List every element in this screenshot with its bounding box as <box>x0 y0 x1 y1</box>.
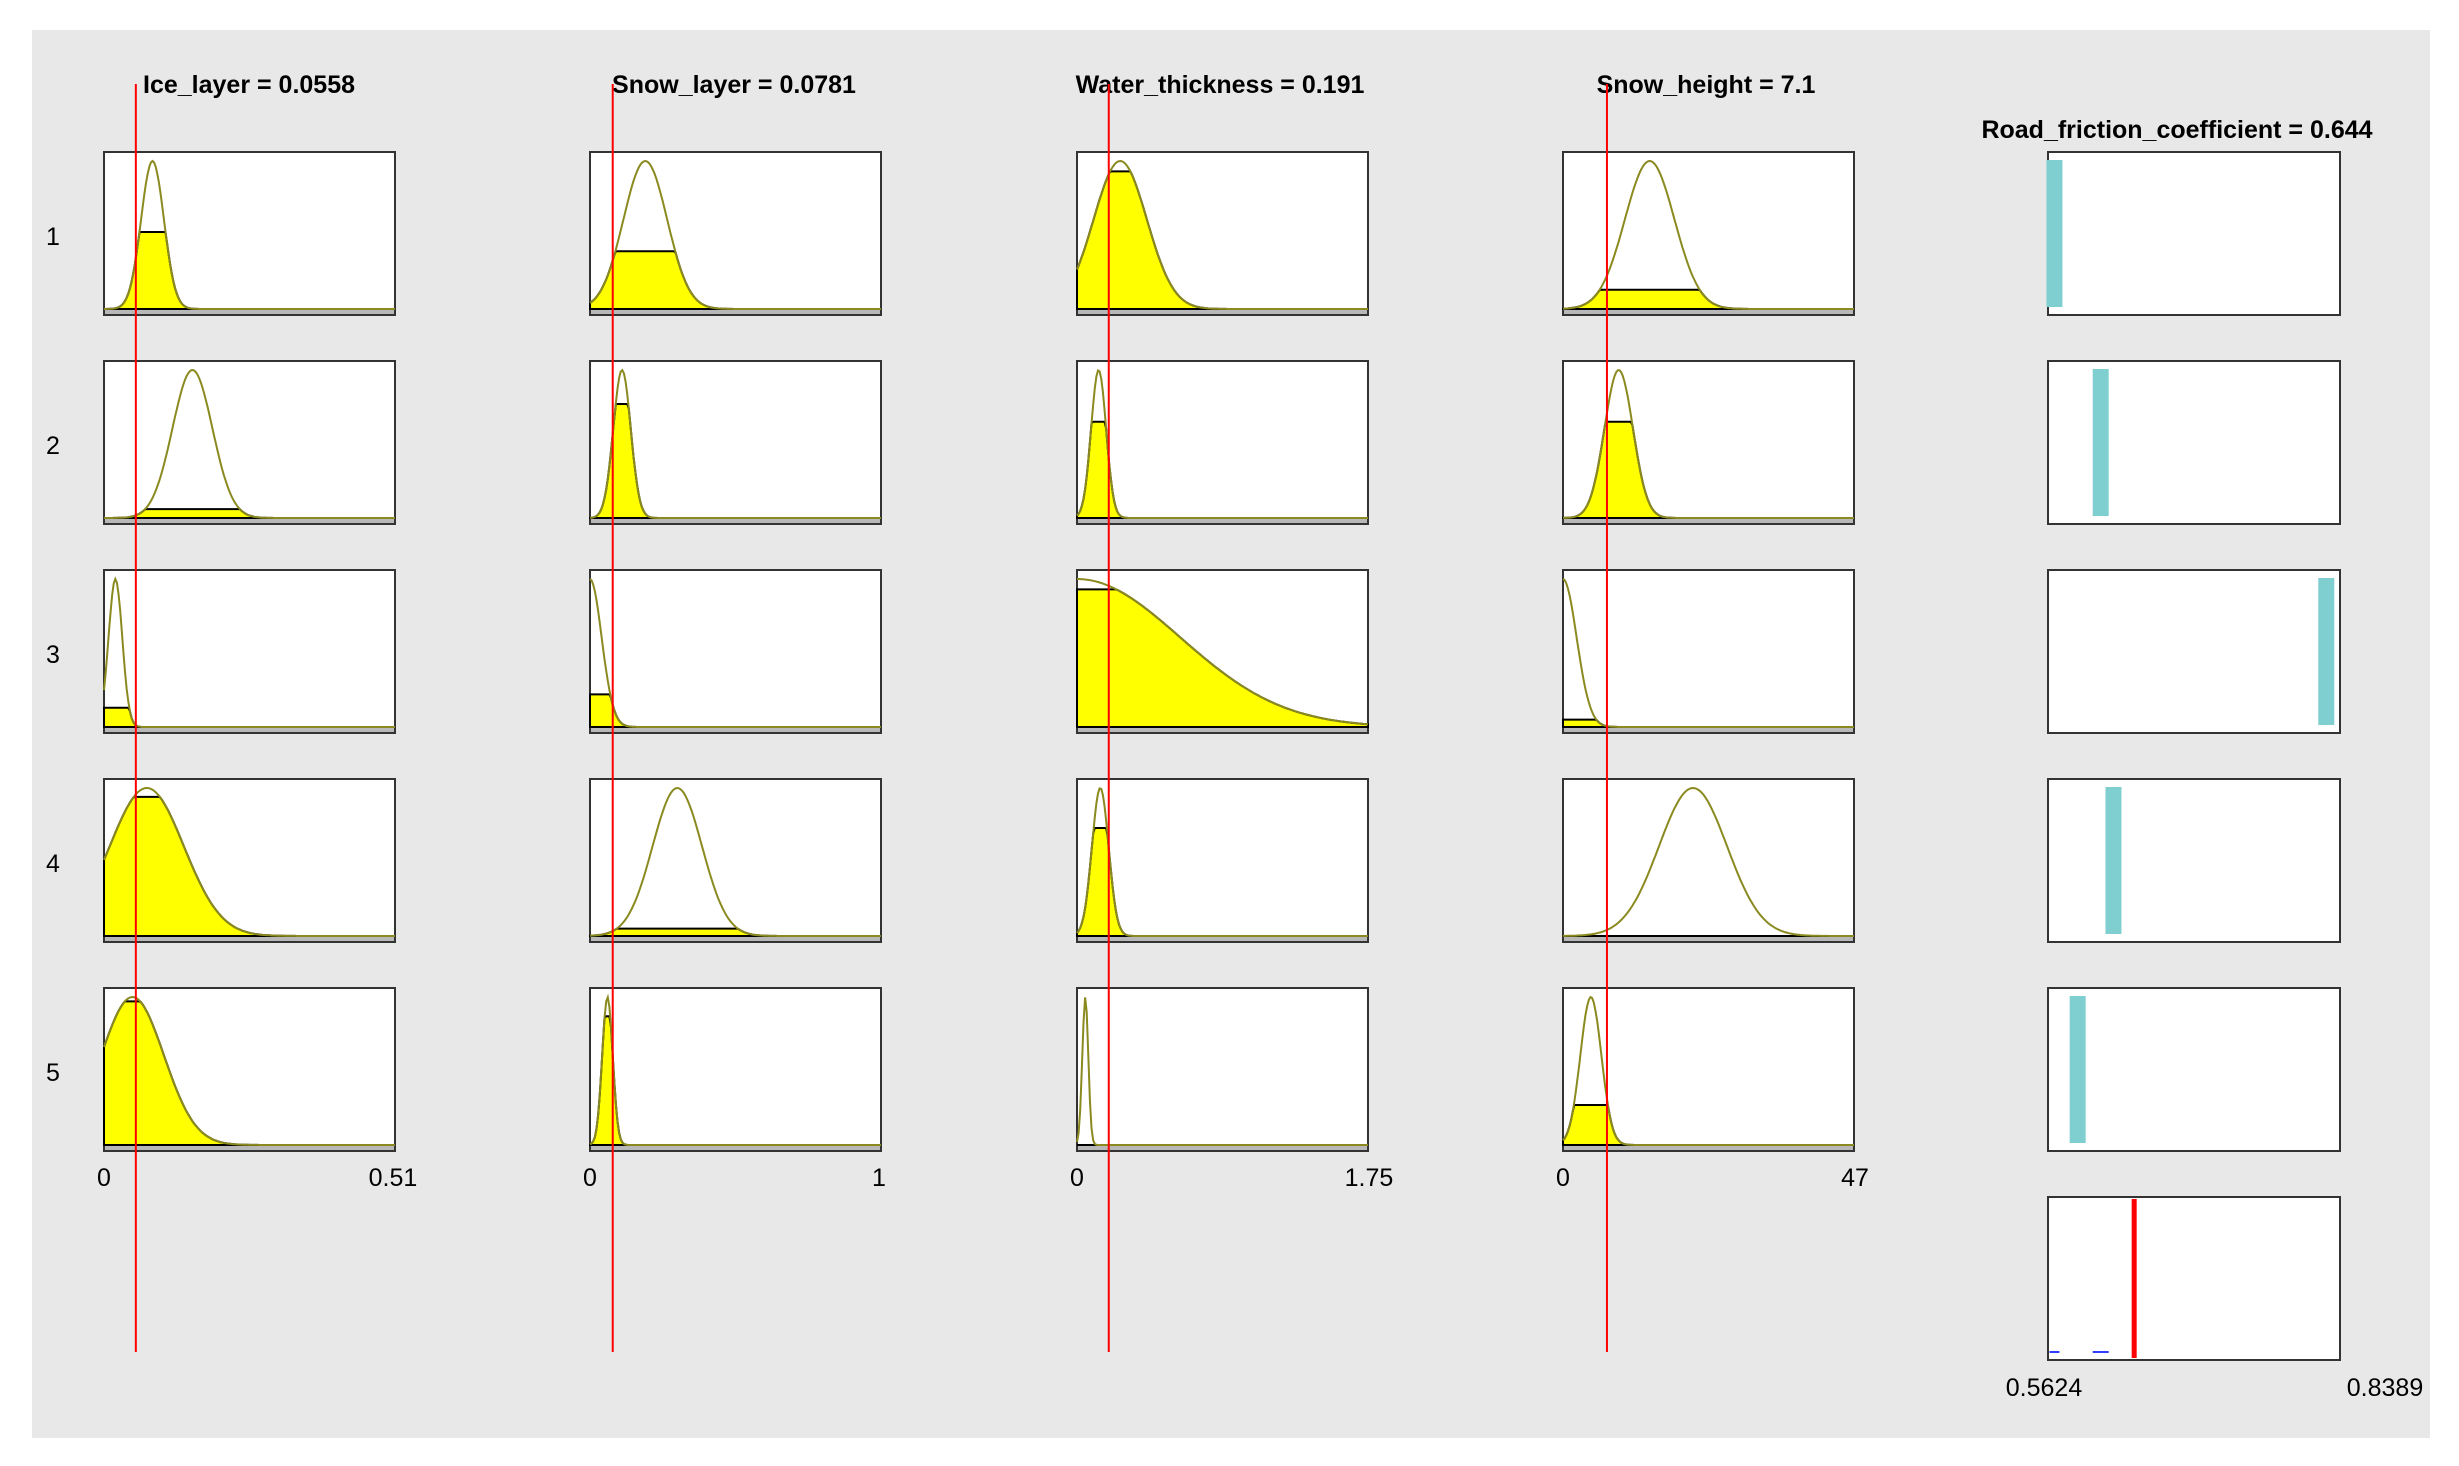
snow-height-title: Snow_height = 7.1 <box>1597 71 1816 99</box>
ice-layer-membership-curve <box>104 159 395 310</box>
snow-height-axis-bar <box>1564 936 1853 941</box>
water-thickness-axis-bar <box>1078 518 1367 523</box>
snow-height-axis-bar <box>1564 518 1853 523</box>
road-friction-aggregate-frame <box>2047 1196 2341 1361</box>
snow-layer-rule-frame <box>589 987 882 1152</box>
snow-layer-axis-bar <box>591 309 880 314</box>
ice-layer-membership-curve <box>103 995 395 1146</box>
snow-height-max-label: 47 <box>1841 1164 1869 1192</box>
water-thickness-title: Water_thickness = 0.191 <box>1076 71 1365 99</box>
ice-layer-membership-curve <box>104 368 395 519</box>
road-friction-rule-frame <box>2047 151 2341 316</box>
water-thickness-membership-curve <box>1076 368 1368 519</box>
rule-row-label: 1 <box>46 223 60 251</box>
snow-layer-min-label: 0 <box>583 1164 597 1192</box>
water-thickness-membership-curve <box>1076 787 1368 937</box>
snow-height-min-label: 0 <box>1556 1164 1570 1192</box>
road-friction-title: Road_friction_coefficient = 0.644 <box>1981 116 2372 144</box>
snow-height-membership-curve <box>1562 159 1854 310</box>
road-friction-rule-frame <box>2047 778 2341 943</box>
snow-layer-axis-bar <box>591 727 880 732</box>
snow-layer-membership-curve <box>589 993 881 1146</box>
road-friction-max-label: 0.8389 <box>2347 1374 2423 1402</box>
water-thickness-rule-frame <box>1076 987 1369 1152</box>
rule-row-label: 2 <box>46 432 60 460</box>
snow-height-membership-curve <box>1563 369 1854 519</box>
snow-layer-max-label: 1 <box>872 1164 886 1192</box>
ice-layer-axis-bar <box>105 309 394 314</box>
snow-height-rule-frame <box>1562 778 1855 943</box>
ice-layer-rule-frame <box>103 360 396 525</box>
ice-layer-membership-curve <box>103 576 395 728</box>
ice-layer-min-label: 0 <box>97 1164 111 1192</box>
ice-layer-axis-bar <box>105 1145 394 1150</box>
snow-height-membership-curve <box>1563 786 1854 937</box>
snow-height-axis-bar <box>1564 727 1853 732</box>
snow-height-axis-bar <box>1564 309 1853 314</box>
water-thickness-axis-bar <box>1078 1145 1367 1150</box>
ice-layer-axis-bar <box>105 936 394 941</box>
snow-layer-rule-frame <box>589 778 882 943</box>
rule-row-label: 4 <box>46 850 60 878</box>
water-thickness-rule-frame <box>1076 360 1369 525</box>
road-friction-rule-output-bar <box>2105 787 2122 934</box>
snow-layer-membership-curve <box>589 368 881 519</box>
water-thickness-membership-curve <box>1076 159 1368 310</box>
snow-layer-title: Snow_layer = 0.0781 <box>612 71 856 99</box>
snow-height-rule-frame <box>1562 569 1855 734</box>
road-friction-rule-frame <box>2047 569 2341 734</box>
water-thickness-axis-bar <box>1078 309 1367 314</box>
water-thickness-membership-curve <box>1077 578 1369 726</box>
ice-layer-max-label: 0.51 <box>369 1164 418 1192</box>
snow-layer-axis-bar <box>591 1145 880 1150</box>
water-thickness-axis-bar <box>1078 936 1367 941</box>
road-friction-rule-output-bar <box>2318 578 2335 725</box>
snow-layer-rule-frame <box>589 569 882 734</box>
rule-row-label: 5 <box>46 1059 60 1087</box>
snow-layer-axis-bar <box>591 936 880 941</box>
water-thickness-min-label: 0 <box>1070 1164 1084 1192</box>
snow-layer-axis-bar <box>591 518 880 523</box>
water-thickness-max-label: 1.75 <box>1345 1164 1394 1192</box>
snow-height-membership-curve <box>1562 995 1854 1146</box>
road-friction-rule-frame <box>2047 987 2341 1152</box>
road-friction-min-label: 0.5624 <box>2006 1374 2083 1402</box>
snow-layer-membership-curve <box>589 159 881 310</box>
road-friction-rule-output-bar <box>2092 369 2109 516</box>
ice-layer-membership-curve <box>103 787 395 937</box>
snow-height-membership-curve <box>1562 578 1854 728</box>
water-thickness-membership-curve <box>1076 997 1368 1146</box>
snow-layer-membership-curve <box>589 786 881 937</box>
road-friction-rule-output-bar <box>2069 996 2086 1143</box>
road-friction-rule-output-bar <box>2046 160 2063 307</box>
ice-layer-axis-bar <box>105 518 394 523</box>
water-thickness-axis-bar <box>1078 727 1367 732</box>
road-friction-rule-frame <box>2047 360 2341 525</box>
snow-layer-membership-curve <box>589 578 881 728</box>
water-thickness-rule-frame <box>1076 778 1369 943</box>
snow-height-axis-bar <box>1564 1145 1853 1150</box>
ice-layer-axis-bar <box>105 727 394 732</box>
rule-row-label: 3 <box>46 641 60 669</box>
ice-layer-title: Ice_layer = 0.0558 <box>143 71 355 99</box>
rule-plots <box>103 84 2341 1361</box>
snow-height-rule-frame <box>1562 151 1855 316</box>
ice-layer-rule-frame <box>103 569 396 734</box>
